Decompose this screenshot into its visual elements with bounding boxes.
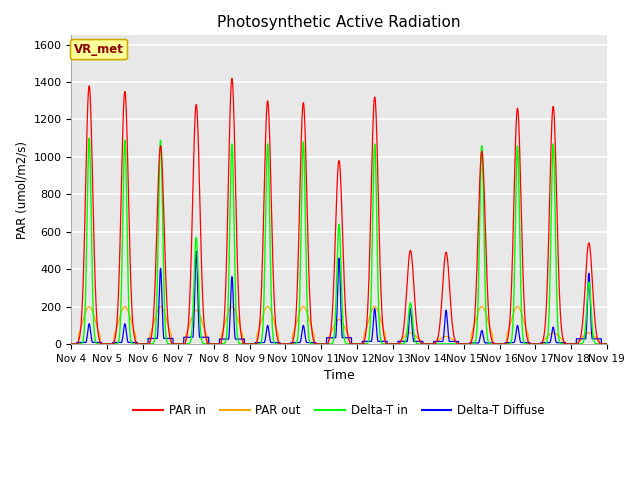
Title: Photosynthetic Active Radiation: Photosynthetic Active Radiation [217,15,461,30]
X-axis label: Time: Time [324,369,355,382]
Text: VR_met: VR_met [74,43,124,56]
Legend: PAR in, PAR out, Delta-T in, Delta-T Diffuse: PAR in, PAR out, Delta-T in, Delta-T Dif… [129,399,549,421]
Y-axis label: PAR (umol/m2/s): PAR (umol/m2/s) [15,141,28,239]
